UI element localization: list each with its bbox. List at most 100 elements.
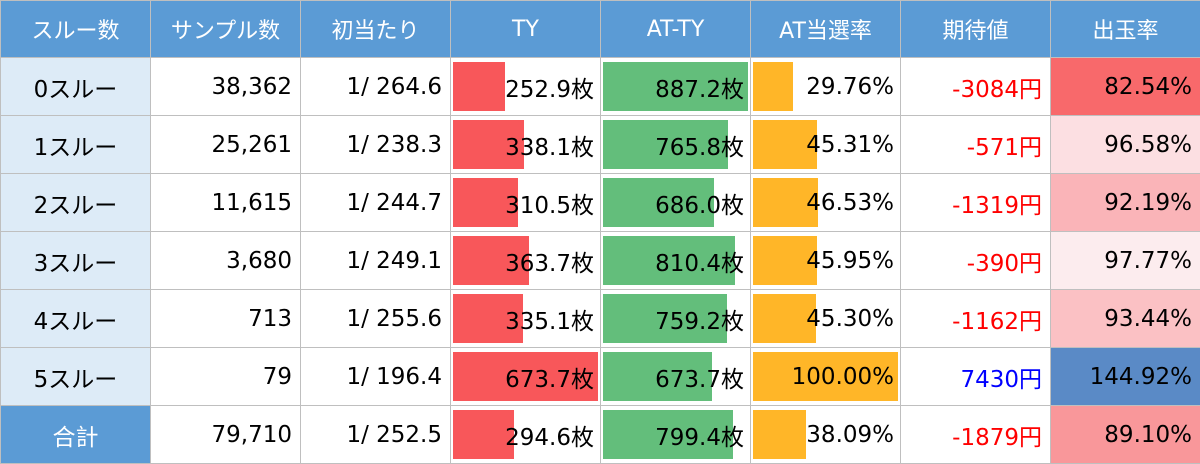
table-row: 0スルー 38,362 1/ 264.6 252.9枚 887.2枚 29.76…	[1, 58, 1200, 116]
expected-value-cell: -1162円	[901, 290, 1051, 348]
at-rate-bar	[753, 62, 793, 111]
row-label: 3スルー	[1, 232, 151, 290]
header-payout-rate: 出玉率	[1051, 1, 1200, 58]
header-at-ty: AT-TY	[601, 1, 751, 58]
samples-cell: 3,680	[151, 232, 301, 290]
at-rate-value: 45.30%	[806, 290, 894, 347]
payout-rate-cell: 89.10%	[1051, 406, 1200, 464]
row-label: 1スルー	[1, 116, 151, 174]
ty-cell: 363.7枚	[451, 232, 601, 290]
expected-value-cell: -3084円	[901, 58, 1051, 116]
samples-cell: 79,710	[151, 406, 301, 464]
payout-rate-cell: 93.44%	[1051, 290, 1200, 348]
at-ty-value: 765.8枚	[655, 116, 744, 173]
header-first-hit: 初当たり	[301, 1, 451, 58]
ty-cell: 673.7枚	[451, 348, 601, 406]
ty-value: 335.1枚	[505, 290, 594, 347]
at-rate-value: 45.95%	[806, 232, 894, 289]
table-footer: 合計 79,710 1/ 252.5 294.6枚 799.4枚 38.09% …	[1, 406, 1200, 464]
table-row: 2スルー 11,615 1/ 244.7 310.5枚 686.0枚 46.53…	[1, 174, 1200, 232]
at-rate-cell: 29.76%	[751, 58, 901, 116]
ty-value: 310.5枚	[505, 174, 594, 231]
at-rate-value: 100.00%	[792, 348, 894, 405]
row-label: 5スルー	[1, 348, 151, 406]
first-hit-cell: 1/ 264.6	[301, 58, 451, 116]
at-rate-value: 38.09%	[806, 406, 894, 463]
ty-cell: 335.1枚	[451, 290, 601, 348]
expected-value-cell: -571円	[901, 116, 1051, 174]
payout-rate-cell: 82.54%	[1051, 58, 1200, 116]
first-hit-cell: 1/ 249.1	[301, 232, 451, 290]
header-ty: TY	[451, 1, 601, 58]
row-label: 合計	[1, 406, 151, 464]
ty-value: 363.7枚	[505, 232, 594, 289]
ty-cell: 252.9枚	[451, 58, 601, 116]
ty-value: 673.7枚	[505, 348, 594, 405]
at-ty-cell: 799.4枚	[601, 406, 751, 464]
at-ty-cell: 673.7枚	[601, 348, 751, 406]
samples-cell: 713	[151, 290, 301, 348]
header-at-rate: AT当選率	[751, 1, 901, 58]
first-hit-cell: 1/ 244.7	[301, 174, 451, 232]
expected-value-cell: -1319円	[901, 174, 1051, 232]
at-ty-cell: 686.0枚	[601, 174, 751, 232]
ty-value: 294.6枚	[505, 406, 594, 463]
expected-value-cell: -390円	[901, 232, 1051, 290]
at-ty-value: 759.2枚	[655, 290, 744, 347]
at-rate-cell: 38.09%	[751, 406, 901, 464]
ty-cell: 310.5枚	[451, 174, 601, 232]
at-ty-value: 810.4枚	[655, 232, 744, 289]
at-ty-value: 673.7枚	[655, 348, 744, 405]
table-header: スルー数 サンプル数 初当たり TY AT-TY AT当選率 期待値 出玉率	[1, 1, 1200, 58]
first-hit-cell: 1/ 255.6	[301, 290, 451, 348]
row-label: 4スルー	[1, 290, 151, 348]
row-label: 2スルー	[1, 174, 151, 232]
payout-rate-cell: 92.19%	[1051, 174, 1200, 232]
ty-cell: 294.6枚	[451, 406, 601, 464]
at-ty-cell: 887.2枚	[601, 58, 751, 116]
at-rate-bar	[753, 410, 806, 459]
header-through-count: スルー数	[1, 1, 151, 58]
at-rate-cell: 46.53%	[751, 174, 901, 232]
at-ty-cell: 765.8枚	[601, 116, 751, 174]
at-ty-value: 799.4枚	[655, 406, 744, 463]
samples-cell: 79	[151, 348, 301, 406]
expected-value-cell: -1879円	[901, 406, 1051, 464]
first-hit-cell: 1/ 252.5	[301, 406, 451, 464]
ty-cell: 338.1枚	[451, 116, 601, 174]
header-expected-value: 期待値	[901, 1, 1051, 58]
samples-cell: 38,362	[151, 58, 301, 116]
at-rate-value: 46.53%	[806, 174, 894, 231]
row-label: 0スルー	[1, 58, 151, 116]
at-ty-cell: 759.2枚	[601, 290, 751, 348]
at-rate-cell: 100.00%	[751, 348, 901, 406]
table-row: 5スルー 79 1/ 196.4 673.7枚 673.7枚 100.00% 7…	[1, 348, 1200, 406]
first-hit-cell: 1/ 238.3	[301, 116, 451, 174]
samples-cell: 25,261	[151, 116, 301, 174]
ty-value: 252.9枚	[505, 58, 594, 115]
at-rate-value: 29.76%	[806, 58, 894, 115]
at-rate-value: 45.31%	[806, 116, 894, 173]
header-samples: サンプル数	[151, 1, 301, 58]
table-row: 3スルー 3,680 1/ 249.1 363.7枚 810.4枚 45.95%…	[1, 232, 1200, 290]
total-row: 合計 79,710 1/ 252.5 294.6枚 799.4枚 38.09% …	[1, 406, 1200, 464]
at-ty-value: 686.0枚	[655, 174, 744, 231]
at-rate-cell: 45.30%	[751, 290, 901, 348]
at-ty-cell: 810.4枚	[601, 232, 751, 290]
samples-cell: 11,615	[151, 174, 301, 232]
table-row: 1スルー 25,261 1/ 238.3 338.1枚 765.8枚 45.31…	[1, 116, 1200, 174]
table-row: 4スルー 713 1/ 255.6 335.1枚 759.2枚 45.30% -…	[1, 290, 1200, 348]
ty-bar	[453, 62, 505, 111]
ty-value: 338.1枚	[505, 116, 594, 173]
table-body: 0スルー 38,362 1/ 264.6 252.9枚 887.2枚 29.76…	[1, 58, 1200, 406]
first-hit-cell: 1/ 196.4	[301, 348, 451, 406]
at-rate-cell: 45.31%	[751, 116, 901, 174]
header-row: スルー数 サンプル数 初当たり TY AT-TY AT当選率 期待値 出玉率	[1, 1, 1200, 58]
payout-rate-cell: 97.77%	[1051, 232, 1200, 290]
expected-value-cell: 7430円	[901, 348, 1051, 406]
payout-rate-cell: 96.58%	[1051, 116, 1200, 174]
payout-rate-cell: 144.92%	[1051, 348, 1200, 406]
at-ty-value: 887.2枚	[655, 58, 744, 115]
at-rate-cell: 45.95%	[751, 232, 901, 290]
